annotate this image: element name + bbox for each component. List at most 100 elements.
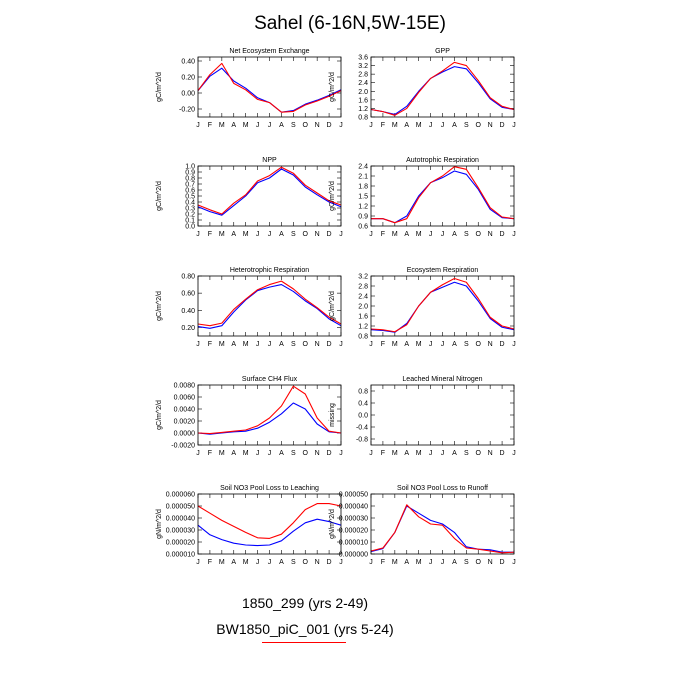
chart-panel: Surface CH4 Flux gC/m^2/d -0.0020 0.0000 0.0…	[156, 376, 343, 457]
x-tick-label: A	[452, 231, 457, 238]
x-tick-label: A	[404, 341, 409, 348]
x-tick-label: D	[500, 122, 505, 129]
x-tick-label: M	[392, 341, 398, 348]
panel-title: Soil NO3 Pool Loss to Runoff	[397, 485, 488, 492]
y-tick-label: 0.6	[358, 224, 368, 231]
y-tick-label: 0.00	[181, 91, 195, 98]
x-tick-label: O	[303, 122, 309, 129]
series-line-2	[371, 166, 515, 224]
series-line-2	[370, 504, 515, 554]
series-line-1	[370, 505, 514, 553]
x-tick-label: O	[303, 450, 309, 457]
x-tick-label: F	[381, 341, 385, 348]
y-tick-label: 0.000040	[166, 516, 195, 523]
x-tick-label: A	[452, 559, 457, 566]
x-tick-label: D	[327, 341, 332, 348]
x-tick-label: M	[416, 122, 422, 129]
x-tick-label: J	[369, 450, 373, 457]
chart-panel: Autotrophic Respiration gC/m^2/d 0.6 0.9 1.2…	[329, 157, 516, 238]
x-tick-label: A	[279, 559, 284, 566]
x-tick-label: J	[512, 231, 516, 238]
plot-frame	[370, 165, 515, 227]
series-line-1	[370, 281, 515, 333]
x-tick-label: A	[404, 231, 409, 238]
y-tick-label: 0.3	[185, 206, 195, 213]
x-tick-label: J	[369, 122, 373, 129]
panel-title: GPP	[435, 48, 450, 55]
y-tick-label: 0.40	[181, 59, 195, 66]
y-tick-label: -0.8	[356, 437, 368, 444]
y-tick-label: 0.8	[358, 115, 368, 122]
figure-title: Sahel (6-16N,5W-15E)	[254, 13, 446, 34]
x-tick-label: N	[315, 231, 320, 238]
x-tick-label: M	[219, 122, 225, 129]
y-tick-label: 0.9	[358, 214, 368, 221]
x-tick-label: D	[500, 341, 505, 348]
x-tick-label: J	[268, 450, 272, 457]
panel-title: Net Ecosystem Exchange	[229, 48, 309, 55]
x-tick-label: A	[231, 122, 236, 129]
plot-frame	[370, 275, 515, 337]
y-tick-label: 2.4	[358, 164, 368, 171]
x-tick-label: F	[208, 122, 212, 129]
x-tick-label: D	[500, 450, 505, 457]
y-tick-label: 0.000060	[166, 492, 195, 499]
y-tick-label: 2.4	[358, 294, 368, 301]
y-tick-label: 0.000050	[166, 504, 195, 511]
x-tick-label: M	[416, 559, 422, 566]
y-tick-label: 1.6	[358, 97, 368, 104]
chart-panel: NPP gC/m^2/d 0.00.10.20.30.40.50.60.70.80.…	[156, 157, 343, 238]
plot-frame	[197, 275, 342, 337]
x-tick-label: N	[315, 122, 320, 129]
x-tick-label: J	[369, 231, 373, 238]
panel-title: NPP	[262, 157, 277, 164]
x-tick-label: M	[392, 231, 398, 238]
y-tick-label: 0.1	[185, 218, 195, 225]
x-tick-label: J	[256, 341, 260, 348]
x-tick-label: N	[488, 341, 493, 348]
y-tick-label: 0.0020	[174, 419, 196, 426]
x-tick-label: F	[208, 450, 212, 457]
x-tick-label: O	[476, 122, 482, 129]
y-tick-label: 0.8	[358, 389, 368, 396]
chart-panel: Soil NO3 Pool Loss to LeachinggN/m^2/d0.…	[156, 485, 343, 566]
x-tick-label: J	[196, 450, 200, 457]
x-tick-label: A	[231, 341, 236, 348]
panel-title: Autotrophic Respiration	[406, 157, 479, 164]
plot-frame	[370, 56, 515, 118]
y-tick-label: 0.8	[185, 176, 195, 183]
x-tick-label: S	[291, 231, 296, 238]
x-tick-label: N	[315, 450, 320, 457]
x-tick-label: M	[416, 341, 422, 348]
plot-frame	[197, 384, 342, 446]
series-line-2	[197, 385, 342, 435]
x-tick-label: J	[256, 231, 260, 238]
x-tick-label: J	[196, 559, 200, 566]
x-tick-label: S	[291, 122, 296, 129]
x-tick-label: A	[452, 341, 457, 348]
x-tick-label: J	[369, 341, 373, 348]
x-tick-label: O	[476, 341, 482, 348]
x-tick-label: M	[243, 559, 249, 566]
x-tick-label: J	[256, 450, 260, 457]
x-tick-label: J	[512, 559, 516, 566]
y-tick-label: -0.0020	[171, 443, 195, 450]
x-tick-label: S	[291, 450, 296, 457]
x-tick-label: M	[243, 122, 249, 129]
series-line-2	[197, 62, 342, 113]
y-tick-label: 3.6	[358, 55, 368, 62]
y-tick-label: 0.0060	[174, 395, 196, 402]
y-tick-label: 0.7	[185, 182, 195, 189]
x-tick-label: D	[327, 559, 332, 566]
x-tick-label: J	[256, 122, 260, 129]
y-tick-label: 3.2	[358, 63, 368, 70]
y-tick-label: 0.9	[185, 170, 195, 177]
legend-case-2-line	[262, 642, 346, 643]
x-tick-label: M	[416, 450, 422, 457]
x-tick-label: S	[464, 559, 469, 566]
y-tick-label: 0.5	[185, 194, 195, 201]
panel-title: Ecosystem Respiration	[407, 267, 479, 274]
x-tick-label: D	[500, 231, 505, 238]
y-tick-label: 2.8	[358, 72, 368, 79]
